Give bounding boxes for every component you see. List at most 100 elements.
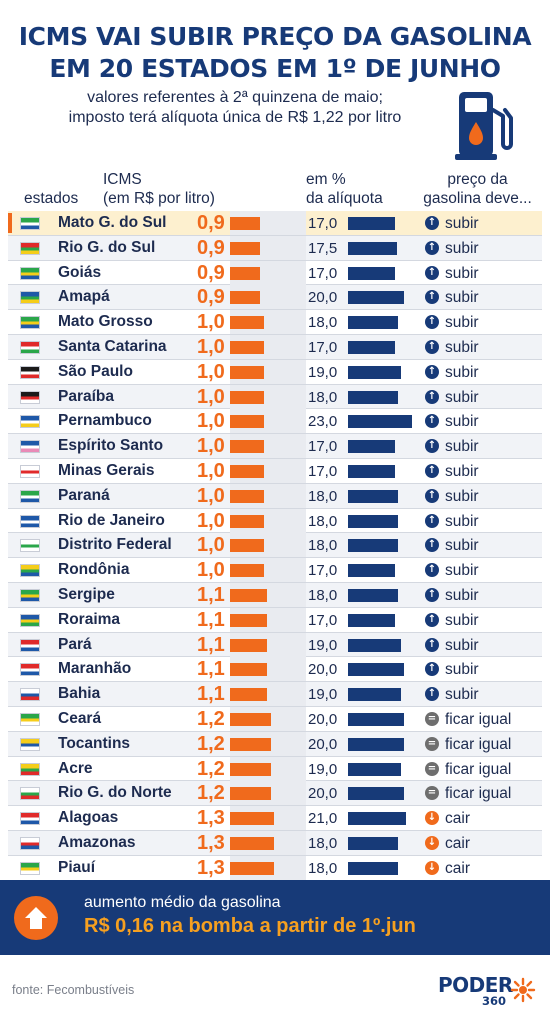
icms-bar	[230, 712, 271, 726]
pct-value: 20,0	[308, 289, 338, 307]
state-flag-icon	[20, 564, 40, 578]
icms-bar	[230, 762, 271, 776]
icms-bar	[230, 291, 260, 305]
trend-text: subir	[445, 462, 479, 480]
table-row: Espírito Santo 1,0 17,0 ↑ subir	[8, 434, 542, 459]
source-note: fonte: Fecombustíveis	[12, 983, 135, 997]
poder360-logo: PODER 360	[438, 973, 538, 1009]
pct-bar	[348, 861, 398, 875]
pct-bar	[348, 539, 398, 553]
pct-value: 18,0	[308, 512, 338, 530]
trend-text: cair	[445, 859, 470, 877]
trend-text: ficar igual	[445, 760, 512, 778]
pct-value: 20,0	[308, 785, 338, 803]
icms-bar	[230, 688, 267, 702]
pct-value: 17,0	[308, 562, 338, 580]
icms-table: Mato G. do Sul 0,9 17,0 ↑ subir Rio G. do Sul…	[8, 211, 542, 881]
table-row: Maranhão 1,1 20,0 ↑ subir	[8, 657, 542, 683]
page-title-line-1: ICMS VAI SUBIR PREÇO DA GASOLINA	[18, 22, 532, 51]
trend-text: subir	[445, 338, 479, 356]
logo-word: PODER	[438, 973, 513, 997]
pct-value: 18,0	[308, 537, 338, 555]
trend-text: subir	[445, 512, 479, 530]
arrow-up-icon: ↑	[425, 538, 439, 553]
pct-value: 17,0	[308, 215, 338, 232]
icms-value: 1,2	[197, 732, 225, 755]
banner-value: R$ 0,16 na bomba a partir de 1º.jun	[84, 915, 416, 937]
table-row: Ceará 1,2 20,0 = ficar igual	[8, 706, 542, 732]
table-row: Alagoas 1,3 21,0 ↓ cair	[8, 806, 542, 831]
pct-bar	[348, 836, 398, 850]
state-name: Bahia	[58, 685, 101, 703]
icms-bar	[230, 415, 264, 429]
table-row: Bahia 1,1 19,0 ↑ subir	[8, 682, 542, 707]
equal-icon: =	[425, 786, 439, 801]
icms-bar	[230, 861, 274, 875]
table-row: Sergipe 1,1 18,0 ↑ subir	[8, 582, 542, 608]
state-flag-icon	[20, 514, 40, 528]
column-header-icms-line-1: ICMS	[103, 171, 142, 188]
logo-number: 360	[482, 994, 507, 1008]
pct-value: 18,0	[308, 314, 338, 332]
pct-bar	[348, 464, 395, 478]
trend-text: subir	[445, 314, 479, 332]
state-name: Pará	[58, 635, 92, 653]
icms-bar	[230, 539, 264, 553]
trend-text: subir	[445, 636, 479, 654]
trend-text: subir	[445, 487, 479, 505]
icms-value: 0,9	[197, 212, 225, 234]
pct-bar	[348, 340, 395, 354]
icms-bar	[230, 316, 264, 330]
pct-bar	[348, 762, 401, 776]
icms-value: 1,0	[197, 509, 225, 532]
pct-bar	[348, 241, 397, 255]
arrow-up-icon: ↑	[425, 216, 439, 230]
column-header-pct-line-1: em %	[306, 171, 346, 188]
state-flag-icon	[20, 588, 40, 602]
trend-text: subir	[445, 264, 479, 282]
column-header-preco: preço da gasolina deve...	[415, 170, 540, 208]
summary-banner: aumento médio da gasolina R$ 0,16 na bom…	[0, 880, 550, 955]
state-name: Rondônia	[58, 561, 130, 579]
table-row: Rio G. do Norte 1,2 20,0 = ficar igual	[8, 781, 542, 807]
icms-value: 1,0	[197, 559, 225, 582]
state-flag-icon	[20, 316, 40, 330]
column-header-pct: em % da alíquota	[306, 170, 383, 208]
pct-bar	[348, 564, 395, 578]
state-flag-icon	[20, 415, 40, 429]
pct-value: 17,0	[308, 264, 338, 282]
trend-text: subir	[445, 537, 479, 555]
icms-value: 1,2	[197, 782, 225, 805]
icms-value: 1,0	[197, 410, 225, 433]
icms-value: 1,1	[197, 633, 225, 656]
pct-bar	[348, 266, 395, 280]
arrow-up-icon: ↑	[425, 339, 439, 354]
table-row: Santa Catarina 1,0 17,0 ↑ subir	[8, 334, 542, 360]
icms-value: 1,1	[197, 608, 225, 631]
state-name: Santa Catarina	[58, 337, 167, 355]
icms-value: 1,2	[197, 707, 225, 730]
arrow-up-icon: ↑	[425, 662, 439, 677]
column-header-estados: estados	[24, 190, 79, 207]
state-name: Roraima	[58, 610, 121, 628]
pct-bar	[348, 588, 398, 602]
state-name: Piauí	[58, 858, 96, 876]
state-name: Pernambuco	[58, 412, 152, 430]
table-row: Piauí 1,3 18,0 ↓ cair	[8, 855, 542, 881]
pct-value: 17,5	[308, 239, 338, 257]
column-header-preco-line-1: preço da	[447, 171, 508, 188]
arrow-up-icon: ↑	[425, 364, 439, 379]
arrow-up-icon: ↑	[425, 414, 439, 429]
state-name: Rio de Janeiro	[58, 511, 165, 529]
arrow-up-icon: ↑	[425, 563, 439, 578]
pct-bar	[348, 365, 401, 379]
state-flag-icon	[20, 464, 40, 478]
column-header-icms-line-2: (em R$ por litro)	[103, 190, 215, 207]
icms-bar	[230, 390, 264, 404]
pct-bar	[348, 787, 404, 801]
table-row: Rio de Janeiro 1,0 18,0 ↑ subir	[8, 508, 542, 534]
table-row: Rio G. do Sul 0,9 17,5 ↑ subir	[8, 235, 542, 261]
icms-bar	[230, 514, 264, 528]
icms-bar	[230, 217, 260, 230]
table-row: São Paulo 1,0 19,0 ↑ subir	[8, 359, 542, 385]
